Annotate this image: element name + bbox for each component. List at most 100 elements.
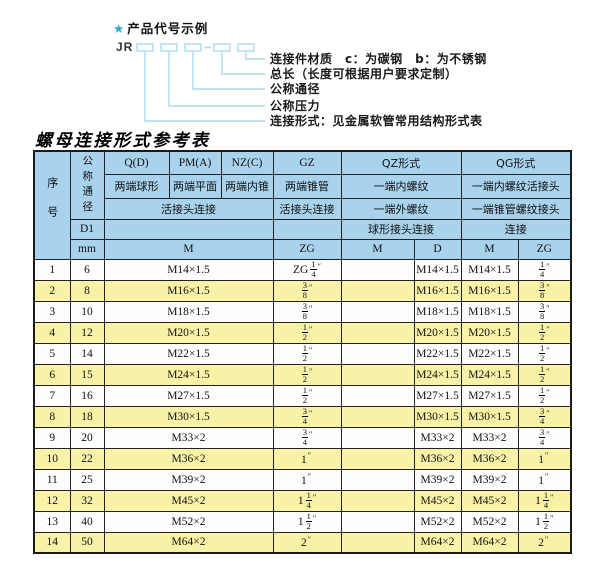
code-label-diameter: 公称通径 — [270, 82, 321, 96]
cell-qz-d: M22×1.5 — [413, 342, 462, 365]
cell-seq: 14 — [33, 531, 71, 554]
table-row: 14 50 M64×2 2″ M64×2 M64×2 2″ — [33, 531, 572, 554]
header-col-nz: NZ(C) — [220, 150, 274, 175]
cell-qg-zg: 1″ — [517, 447, 572, 470]
cell-m: M20×1.5 — [103, 321, 274, 344]
code-label-conn-form: 连接形式：见金属软管常用结构形式表 — [270, 114, 483, 128]
table-row: 2 8 M16×1.5 3 8 ″ M16×1.5 M16×1.5 3 8 ″ — [33, 279, 572, 302]
cell-qz-m — [340, 258, 415, 281]
cell-qg-zg: 1″ — [517, 468, 572, 491]
cell-qg-m: M52×2 — [460, 510, 519, 533]
cell-qz-d: M18×1.5 — [413, 300, 462, 323]
cell-mm: 25 — [69, 468, 105, 491]
cell-qg-m: M16×1.5 — [460, 279, 519, 302]
cell-mm: 32 — [69, 489, 105, 512]
cell-qz-m — [340, 363, 415, 386]
header-col-gz: GZ — [272, 150, 342, 175]
header-col-qg: QG形式 — [460, 150, 572, 175]
cell-gz: 1 2 ″ — [272, 363, 342, 386]
connector-line-1 — [144, 51, 265, 122]
cell-qg-m: M39×2 — [460, 468, 519, 491]
header-gz-conn: 活接头连接 — [272, 197, 342, 220]
header-qz-m: M — [340, 238, 415, 260]
table-row: 9 20 M33×2 3 4 ″ M33×2 M33×2 3 4 ″ — [33, 426, 572, 449]
cell-qg-m: M18×1.5 — [460, 300, 519, 323]
connector-line-5 — [245, 51, 265, 60]
cell-seq: 8 — [33, 405, 71, 428]
header-zg: ZG — [272, 238, 342, 260]
cell-mm: 6 — [69, 258, 105, 281]
cell-qz-d: M52×2 — [413, 510, 462, 533]
cell-qz-d: M24×1.5 — [413, 363, 462, 386]
code-label-material: 连接件材质 c：为碳钢 b：为不锈钢 — [270, 52, 487, 66]
code-box-3 — [184, 43, 202, 52]
cell-qz-d: M14×1.5 — [413, 258, 462, 281]
cell-mm: 8 — [69, 279, 105, 302]
cell-qz-m — [340, 426, 415, 449]
cell-mm: 16 — [69, 384, 105, 407]
table-row: 1 6 M14×1.5 ZG 1 4 ″ M14×1.5 M14×1.5 1 4 ″ — [33, 258, 572, 281]
code-label-length: 总长（长度可根据用户要求定制） — [270, 67, 458, 81]
cell-mm: 50 — [69, 531, 105, 554]
code-box-1 — [136, 43, 154, 52]
cell-qz-m — [340, 342, 415, 365]
cell-qg-zg: 1 1 2 ″ — [517, 510, 572, 533]
table-row: 5 14 M22×1.5 1 2 ″ M22×1.5 M22×1.5 1 2 ″ — [33, 342, 572, 365]
header-qz-conn: 球形接头连接 — [340, 218, 462, 240]
cell-mm: 40 — [69, 510, 105, 533]
table-title: 螺母连接形式参考表 — [35, 131, 211, 150]
code-label-pressure: 公称压力 — [270, 99, 321, 113]
cell-gz: 1 1 4 ″ — [272, 489, 342, 512]
cell-mm: 12 — [69, 321, 105, 344]
cell-m: M33×2 — [103, 426, 274, 449]
cell-qz-d: M39×2 — [413, 468, 462, 491]
cell-qg-zg: 1 1 4 ″ — [517, 489, 572, 512]
cell-seq: 4 — [33, 321, 71, 344]
cell-m: M16×1.5 — [103, 279, 274, 302]
cell-qg-zg: 1 2 ″ — [517, 363, 572, 386]
header-col-qz: QZ形式 — [340, 150, 462, 175]
header-qg-conn: 连接 — [460, 218, 572, 240]
diagram-title-text: 产品代号示例 — [127, 21, 209, 36]
cell-seq: 3 — [33, 300, 71, 323]
cell-seq: 10 — [33, 447, 71, 470]
cell-qz-m — [340, 468, 415, 491]
header-mm: mm — [69, 238, 105, 260]
cell-seq: 12 — [33, 489, 71, 512]
connector-line-3 — [192, 51, 265, 90]
header-qg-m: M — [460, 238, 519, 260]
cell-gz: 2″ — [272, 531, 342, 554]
header-m: M — [103, 238, 274, 260]
code-box-5 — [237, 43, 255, 52]
cell-m: M27×1.5 — [103, 384, 274, 407]
cell-mm: 10 — [69, 300, 105, 323]
cell-seq: 7 — [33, 384, 71, 407]
cell-gz: 3 4 ″ — [272, 405, 342, 428]
cell-seq: 9 — [33, 426, 71, 449]
header-nz-desc: 两端内锥 — [220, 173, 274, 199]
table-row: 8 18 M30×1.5 3 4 ″ M30×1.5 M30×1.5 3 4 ″ — [33, 405, 572, 428]
cell-gz: 3 4 ″ — [272, 426, 342, 449]
cell-qz-d: M45×2 — [413, 489, 462, 512]
cell-qg-m: M30×1.5 — [460, 405, 519, 428]
cell-m: M64×2 — [103, 531, 274, 554]
cell-qz-d: M33×2 — [413, 426, 462, 449]
cell-qz-d: M64×2 — [413, 531, 462, 554]
header-empty-union — [103, 218, 274, 240]
cell-gz: 1 2 ″ — [272, 321, 342, 344]
cell-qz-m — [340, 384, 415, 407]
cell-qg-zg: 1 4 ″ — [517, 258, 572, 281]
cell-qg-m: M27×1.5 — [460, 384, 519, 407]
cell-seq: 1 — [33, 258, 71, 281]
connector-line-2 — [168, 51, 265, 107]
diagram-title: ★ 产品代号示例 — [113, 18, 208, 37]
cell-qg-m: M45×2 — [460, 489, 519, 512]
cell-seq: 2 — [33, 279, 71, 302]
header-qg-desc2: 一端锥管螺纹接头 — [460, 197, 572, 220]
cell-qz-m — [340, 279, 415, 302]
cell-qz-m — [340, 510, 415, 533]
cell-qg-zg: 1 2 ″ — [517, 321, 572, 344]
header-union-conn: 活接头连接 — [103, 197, 274, 220]
connector-line-4 — [221, 51, 265, 75]
cell-qz-m — [340, 405, 415, 428]
